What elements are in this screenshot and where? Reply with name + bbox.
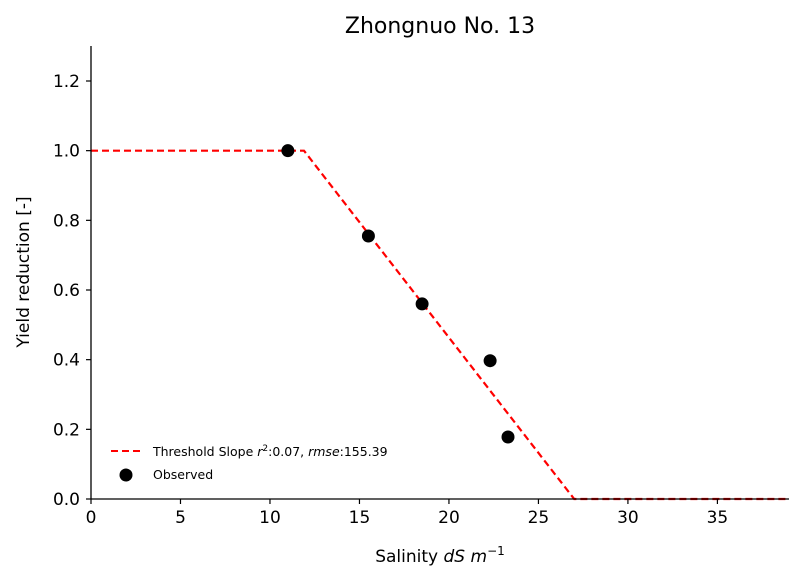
x-tick-label: 35 <box>707 508 729 528</box>
y-ticks: 0.0 0.2 0.4 0.6 0.8 1.0 1.2 <box>53 72 91 510</box>
y-tick-label: 1.2 <box>53 72 80 92</box>
legend-label-threshold: Threshold Slope r2:0.07, rmse:155.39 <box>152 444 388 459</box>
x-axis-label: Salinity dS m−1 <box>375 544 505 567</box>
y-tick-label: 0.0 <box>53 490 80 510</box>
legend: Threshold Slope r2:0.07, rmse:155.39 Obs… <box>111 444 388 482</box>
observed-point <box>281 144 295 158</box>
observed-point <box>415 297 429 311</box>
y-tick-label: 1.0 <box>53 142 80 162</box>
x-tick-label: 20 <box>438 508 460 528</box>
y-tick-label: 0.4 <box>53 351 80 371</box>
x-tick-label: 15 <box>349 508 371 528</box>
y-tick-label: 0.2 <box>53 420 80 440</box>
observed-point <box>483 354 497 368</box>
y-tick-label: 0.6 <box>53 281 80 301</box>
x-tick-label: 10 <box>259 508 281 528</box>
legend-label-observed: Observed <box>153 467 213 482</box>
observed-point <box>361 229 375 243</box>
x-tick-label: 30 <box>617 508 639 528</box>
x-tick-label: 0 <box>86 508 97 528</box>
y-tick-label: 0.8 <box>53 211 80 231</box>
axes <box>90 46 789 500</box>
chart-title: Zhongnuo No. 13 <box>345 14 535 39</box>
legend-marker-swatch <box>119 468 133 482</box>
x-tick-label: 5 <box>175 508 186 528</box>
x-ticks: 0 5 10 15 20 25 30 35 <box>86 499 729 528</box>
observed-point <box>501 430 515 444</box>
y-axis-label: Yield reduction [-] <box>14 196 34 348</box>
x-tick-label: 25 <box>528 508 550 528</box>
